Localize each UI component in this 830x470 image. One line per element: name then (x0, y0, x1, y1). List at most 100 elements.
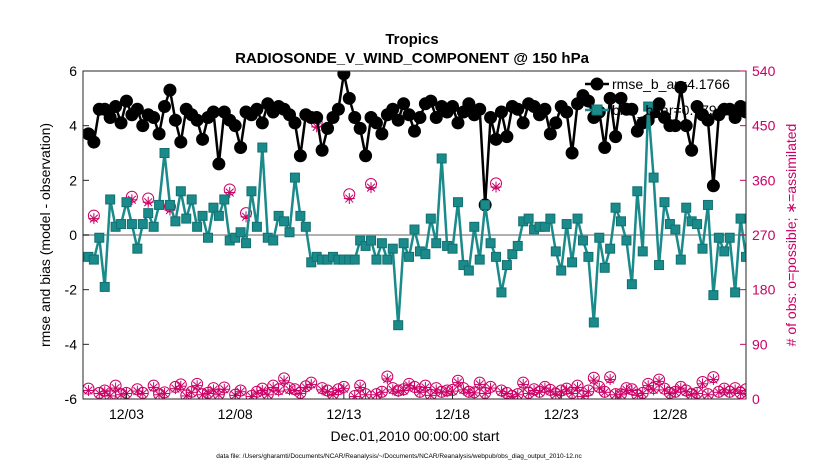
rmse-point (549, 116, 563, 130)
rmse-point (756, 155, 768, 167)
obs-assimilated-point (126, 194, 138, 206)
obs-assimilated-point (718, 384, 730, 396)
obs-assimilated-point (702, 389, 714, 399)
obs-assimilated-point (784, 389, 795, 400)
bias-point (675, 254, 686, 265)
rmse-point (744, 100, 746, 108)
obs-assimilated-point (197, 389, 209, 399)
x-axis: 12/03 12/08 12/13 12/18 12/23 12/28 (109, 393, 688, 422)
obs-assimilated-point (360, 389, 372, 399)
rmse-point (158, 100, 172, 114)
rmse-point (212, 157, 226, 171)
obs-assimilated-point (99, 386, 111, 398)
bias-point (175, 186, 186, 197)
obs-possible-point (762, 384, 773, 395)
obs-assimilated-point (539, 382, 551, 394)
left-tick-label: 4 (69, 118, 77, 134)
bias-point (741, 251, 746, 262)
obs-assimilated-point (620, 384, 632, 396)
obs-assimilated-point (83, 384, 94, 396)
x-tick-label: 12/03 (109, 406, 144, 422)
obs-possible-point (757, 369, 768, 380)
bias-point (137, 219, 148, 230)
bias-point (664, 219, 675, 230)
obs-assimilated-point (773, 387, 784, 398)
rmse-point (310, 110, 324, 124)
bias-point (577, 235, 588, 246)
rmse-point (451, 116, 465, 130)
left-axis: -6 -4 -2 0 2 4 6 (65, 63, 89, 407)
bias-point (300, 221, 311, 232)
bias-point (436, 153, 447, 164)
bias-point (735, 213, 746, 224)
obs-assimilated-point (806, 386, 817, 397)
obs-assimilated-point (740, 384, 746, 396)
rmse-point (109, 100, 123, 114)
bias-point (197, 210, 208, 221)
right-tick-label: 0 (752, 391, 760, 407)
obs-assimilated-point (191, 380, 203, 392)
rmse-point (130, 102, 144, 116)
bias-point (583, 251, 594, 262)
bias-point (164, 199, 175, 210)
bias-point (807, 236, 816, 245)
rmse-point (168, 113, 182, 127)
bias-point (404, 251, 415, 262)
obs-assimilated-point (278, 375, 290, 387)
obs-assimilated-point (381, 373, 393, 385)
rmse-point (668, 119, 682, 133)
bias-point (159, 148, 170, 158)
bias-point (605, 243, 616, 254)
bias-point (447, 243, 458, 254)
obs-assimilated-point (294, 388, 306, 399)
rmse-point (473, 102, 487, 116)
rmse-point (196, 132, 210, 146)
bias-point (99, 281, 110, 292)
obs-assimilated-point (463, 386, 475, 398)
bias-point (659, 197, 670, 208)
obs-possible-point (817, 389, 828, 400)
obs-assimilated-point (789, 377, 800, 388)
rmse-point (679, 119, 693, 133)
obs-assimilated-point (354, 381, 366, 393)
x-tick-label: 12/28 (652, 406, 687, 422)
obs-assimilated-point (110, 382, 122, 394)
obs-assimilated-point (175, 380, 187, 392)
rmse-point (565, 146, 579, 160)
rmse-point (163, 83, 177, 97)
obs-assimilated-point (800, 383, 811, 394)
obs-assimilated-point (642, 380, 654, 392)
legend-rmse-label: rmse_b_ar=4.1766 (612, 76, 730, 92)
rmse-point (386, 102, 400, 116)
obs-assimilated-point (811, 388, 822, 399)
obs-assimilated-point (148, 381, 160, 393)
bias-point (116, 219, 127, 230)
bias-point (572, 213, 583, 224)
x-axis-label: Dec.01,2010 00:00:00 start (331, 428, 500, 444)
bias-point (349, 254, 360, 265)
rmse-point (353, 121, 367, 135)
right-tick-label: 450 (752, 118, 776, 134)
bias-point (202, 232, 213, 243)
rmse-point (500, 130, 514, 144)
rmse-point (321, 121, 335, 135)
rmse-point (429, 110, 443, 124)
bias-point (409, 224, 420, 235)
bias-point (621, 235, 632, 246)
obs-possible-point (768, 383, 779, 394)
obs-possible-point (773, 386, 784, 397)
bias-point (284, 227, 295, 238)
rmse-point (783, 101, 795, 113)
obs-assimilated-point (485, 382, 497, 394)
bias-point (648, 172, 659, 183)
bias-point (692, 219, 703, 230)
obs-assimilated-point (669, 386, 681, 398)
rmse-point (114, 116, 128, 130)
bias-point (507, 249, 518, 260)
bias-point (186, 194, 197, 205)
bias-point (360, 240, 371, 251)
rmse-point (805, 120, 817, 132)
obs-possible-point (745, 383, 746, 389)
left-tick-label: 2 (69, 172, 77, 188)
bias-point (366, 235, 377, 246)
